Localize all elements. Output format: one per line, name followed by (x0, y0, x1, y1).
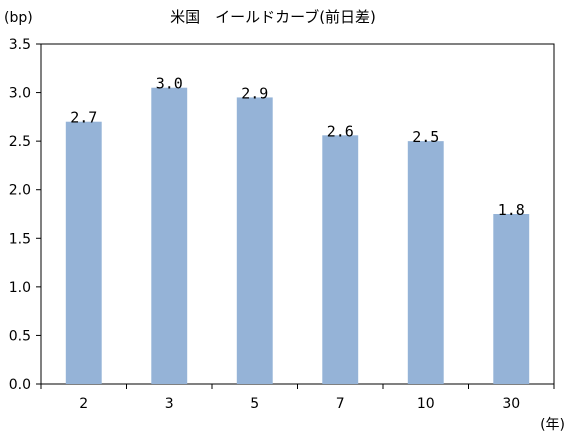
x-tick-label-5: 5 (250, 396, 259, 412)
x-tick-label-7: 7 (336, 396, 345, 412)
y-tick-label: 2.5 (9, 134, 31, 150)
y-axis-unit-label: (bp) (4, 10, 33, 26)
bar-5 (236, 97, 273, 384)
bar-2 (65, 121, 102, 384)
bar-30 (493, 214, 530, 384)
y-tick-label: 1.5 (9, 231, 31, 247)
y-tick-label: 3.0 (9, 86, 31, 102)
data-label-30: 1.8 (498, 201, 525, 219)
y-tick-label: 3.5 (9, 37, 31, 53)
y-tick-label: 0.0 (9, 377, 31, 393)
bar-10 (407, 141, 444, 384)
plot-frame (40, 43, 555, 385)
chart-title: 米国 イールドカーブ(前日差) (170, 8, 376, 26)
x-tick-label-10: 10 (417, 396, 435, 412)
y-tick-label: 0.5 (9, 328, 31, 344)
data-label-3: 3.0 (156, 75, 183, 93)
x-tick-label-3: 3 (165, 396, 174, 412)
data-label-10: 2.5 (412, 128, 439, 146)
bar-3 (151, 87, 188, 384)
x-axis-unit-label: (年) (540, 417, 565, 433)
x-tick-label-2: 2 (79, 396, 88, 412)
x-tick-label-30: 30 (502, 396, 520, 412)
bar-7 (322, 135, 359, 384)
data-label-5: 2.9 (241, 84, 268, 102)
plot-area: 0.0 0.5 1.0 1.5 2.0 2.5 3.0 3.5 2.7 2 3.0 3 2.9 5 2.6 7… (9, 37, 555, 412)
y-tick-label: 2.0 (9, 183, 31, 199)
y-tick-label: 1.0 (9, 280, 31, 296)
data-label-2: 2.7 (70, 109, 97, 127)
data-label-7: 2.6 (327, 122, 354, 140)
